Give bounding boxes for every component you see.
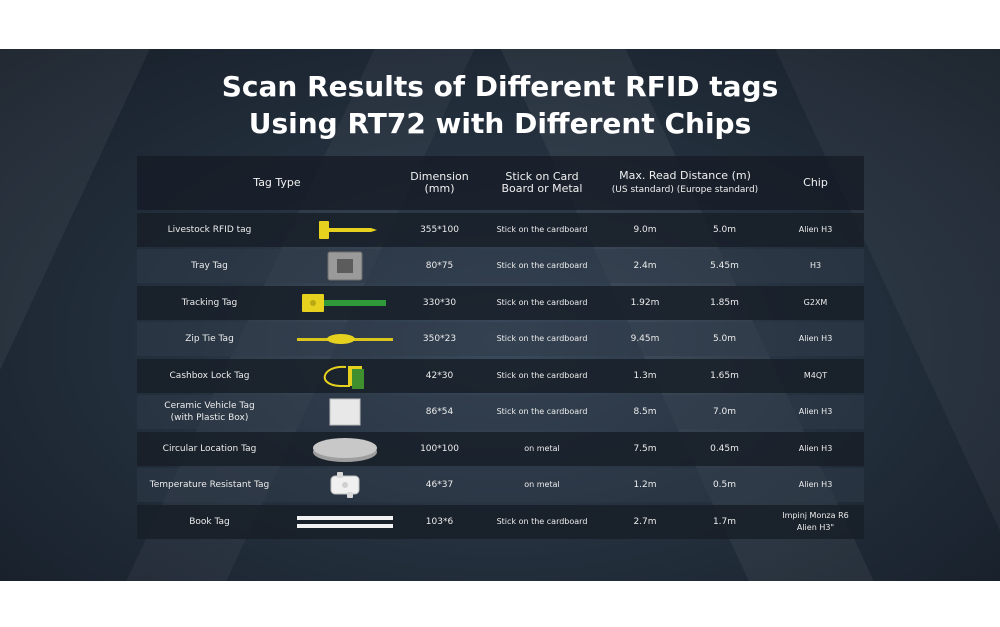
livestock-tag-icon xyxy=(287,213,402,247)
cell-stick: Stick on the cardboard xyxy=(496,407,588,416)
header-max-distance-label: Max. Read Distance (m) xyxy=(619,169,751,182)
scan-results-table: Tag Type Dimension (mm) Stick on Card Bo… xyxy=(137,156,864,539)
cell-chip: Alien H3 xyxy=(798,443,833,453)
cell-dimension: 355*100 xyxy=(420,224,459,235)
cell-tag-type: Cashbox Lock Tag xyxy=(169,370,250,381)
cell-us-distance: 1.92m xyxy=(630,297,660,308)
cell-eu-distance: 0.5m xyxy=(712,480,737,490)
table-row: Livestock RFID tag 355*100 Stick on the … xyxy=(137,212,864,247)
cell-eu-distance: 0.45m xyxy=(710,443,739,454)
cell-us-distance: 7.5m xyxy=(633,443,657,454)
cell-dimension: 103*6 xyxy=(425,516,454,527)
table-row: Tray Tag 80*75 Stick on the cardboard 2.… xyxy=(137,249,864,283)
header-stick: Stick on Card Board or Metal xyxy=(501,170,583,195)
cell-tag-type: Temperature Resistant Tag xyxy=(149,480,270,490)
cell-stick: Stick on the cardboard xyxy=(496,334,588,343)
cell-eu-distance: 1.85m xyxy=(710,297,739,308)
cell-eu-distance: 1.65m xyxy=(710,370,739,381)
cell-us-distance: 8.5m xyxy=(633,407,657,417)
cell-us-distance: 1.2m xyxy=(633,480,657,490)
cell-eu-distance: 7.0m xyxy=(712,407,737,417)
zip-tie-tag-icon xyxy=(287,322,402,356)
cell-tag-type: Circular Location Tag xyxy=(162,443,257,454)
cell-dimension: 100*100 xyxy=(420,443,459,454)
cell-chip: Alien H3 xyxy=(798,480,833,489)
page-title-line-2: Using RT72 with Different Chips xyxy=(248,107,752,140)
header-tag-type: Tag Type xyxy=(253,176,301,189)
cell-dimension: 350*23 xyxy=(422,334,457,344)
header-standards-label: (US standard) (Europe standard) xyxy=(611,185,759,195)
table-row: Cashbox Lock Tag 42*30 Stick on the card… xyxy=(137,358,864,393)
cell-eu-distance: 1.7m xyxy=(712,516,737,527)
cell-eu-distance: 5.0m xyxy=(712,224,737,235)
table-row: Tracking Tag 330*30 Stick on the cardboa… xyxy=(137,285,864,320)
cell-tag-type: Zip Tie Tag xyxy=(185,334,234,344)
cell-tag-type: Ceramic Vehicle Tag (with Plastic Box) xyxy=(164,401,255,423)
cell-dimension: 86*54 xyxy=(425,407,454,417)
ceramic-vehicle-tag-icon xyxy=(287,395,402,429)
table-row: Zip Tie Tag 350*23 Stick on the cardboar… xyxy=(137,322,864,356)
cell-tag-type: Tray Tag xyxy=(191,261,228,271)
cell-us-distance: 9.0m xyxy=(633,224,657,235)
cell-chip: H3 xyxy=(809,261,822,270)
cashbox-lock-tag-icon xyxy=(287,359,402,393)
tracking-tag-icon xyxy=(287,286,402,320)
cell-dimension: 330*30 xyxy=(422,297,457,308)
header-chip: Chip xyxy=(803,176,828,189)
cell-eu-distance: 5.0m xyxy=(712,334,737,344)
cell-tag-type: Book Tag xyxy=(189,516,230,527)
cell-stick: on metal xyxy=(524,443,560,453)
cell-chip: Alien H3 xyxy=(798,334,833,343)
table-row: Circular Location Tag 100*100 on metal 7… xyxy=(137,431,864,466)
cell-stick: Stick on the cardboard xyxy=(496,516,588,526)
header-dimension: Dimension (mm) xyxy=(410,170,469,195)
cell-chip: M4QT xyxy=(803,370,828,380)
cell-dimension: 80*75 xyxy=(425,261,454,271)
cell-us-distance: 9.45m xyxy=(630,334,660,344)
cell-stick: Stick on the cardboard xyxy=(496,370,588,380)
cell-tag-type: Livestock RFID tag xyxy=(167,224,252,235)
table-row: Ceramic Vehicle Tag (with Plastic Box) 8… xyxy=(137,395,864,429)
cell-us-distance: 2.4m xyxy=(633,261,657,271)
table-row: Temperature Resistant Tag 46*37 on metal… xyxy=(137,468,864,502)
cell-chip: Impinj Monza R6 Alien H3" xyxy=(782,510,849,532)
tray-tag-icon xyxy=(287,249,402,283)
table-header: Tag Type Dimension (mm) Stick on Card Bo… xyxy=(137,156,864,210)
book-tag-icon xyxy=(287,505,402,539)
cell-dimension: 46*37 xyxy=(425,480,454,490)
page-title-line-1: Scan Results of Different RFID tags xyxy=(221,70,779,103)
cell-chip: G2XM xyxy=(803,297,828,307)
banner: Scan Results of Different RFID tags Usin… xyxy=(0,49,1000,581)
table-row: Book Tag 103*6 Stick on the cardboard 2.… xyxy=(137,504,864,539)
cell-dimension: 42*30 xyxy=(425,370,454,381)
cell-tag-type: Tracking Tag xyxy=(181,297,238,308)
cell-us-distance: 2.7m xyxy=(633,516,657,527)
cell-stick: Stick on the cardboard xyxy=(496,224,588,234)
cell-stick: on metal xyxy=(524,480,560,489)
header-max-distance: Max. Read Distance (m) (US standard) (Eu… xyxy=(600,156,770,210)
cell-chip: Alien H3 xyxy=(798,224,833,234)
temperature-resistant-tag-icon xyxy=(287,468,402,502)
cell-us-distance: 1.3m xyxy=(633,370,657,381)
cell-stick: Stick on the cardboard xyxy=(496,297,588,307)
circular-location-tag-icon xyxy=(287,432,402,466)
cell-stick: Stick on the cardboard xyxy=(496,261,588,270)
cell-eu-distance: 5.45m xyxy=(710,261,739,271)
cell-chip: Alien H3 xyxy=(798,407,833,416)
